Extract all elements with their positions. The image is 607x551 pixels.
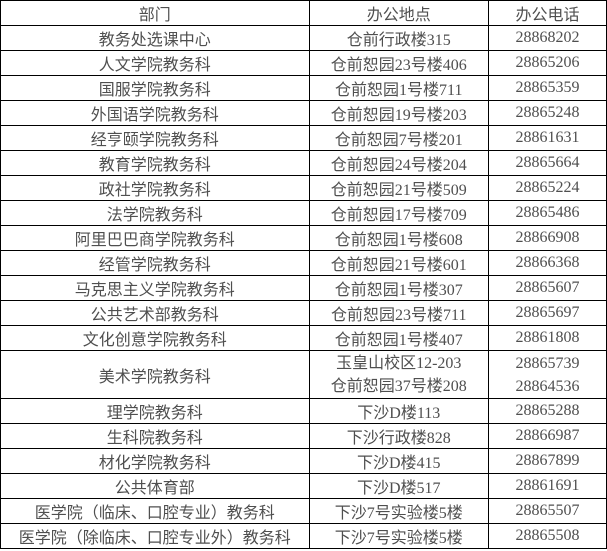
dept-cell: 文化创意学院教务科: [0, 325, 310, 351]
table-row: 外国语学院教务科 仓前恕园19号楼203 28865248: [0, 100, 607, 126]
header-phone: 办公电话: [488, 0, 607, 26]
header-location: 办公地点: [308, 0, 490, 26]
location-cell: 仓前恕园1号楼711: [308, 75, 490, 101]
dept-cell: 人文学院教务科: [0, 50, 310, 76]
location-cell: 下沙D楼113: [308, 398, 490, 424]
location-cell: 仓前恕园21号楼509: [308, 175, 490, 201]
phone-cell: 28865248: [488, 100, 607, 126]
dept-cell: 阿里巴巴商学院教务科: [0, 225, 310, 251]
table-row: 法学院教务科 仓前恕园17号楼709 28865486: [0, 200, 607, 226]
location-line: 玉皇山校区12-203: [336, 354, 462, 372]
dept-cell: 公共艺术部教务科: [0, 300, 310, 326]
dept-cell: 生科院教务科: [0, 423, 310, 449]
table-row: 马克思主义学院教务科 仓前恕园1号楼307 28865607: [0, 275, 607, 301]
dept-cell: 理学院教务科: [0, 398, 310, 424]
dept-cell: 经亨颐学院教务科: [0, 125, 310, 151]
table-row: 文化创意学院教务科 仓前恕园1号楼407 28861808: [0, 325, 607, 351]
dept-cell: 医学院（除临床、口腔专业外）教务科: [0, 523, 310, 549]
phone-cell: 28865508: [488, 523, 607, 549]
table-row: 公共体育部 下沙D楼517 28861691: [0, 473, 607, 499]
phone-cell: 28865607: [488, 275, 607, 301]
location-cell: 仓前恕园24号楼204: [308, 150, 490, 176]
dept-cell: 美术学院教务科: [0, 350, 310, 399]
location-cell: 下沙D楼517: [308, 473, 490, 499]
phone-cell: 28861631: [488, 125, 607, 151]
phone-cell: 28865359: [488, 75, 607, 101]
location-cell: 下沙7号实验楼5楼: [308, 523, 490, 549]
location-cell: 仓前恕园21号楼601: [308, 250, 490, 276]
phone-cell: 28865664: [488, 150, 607, 176]
location-cell: 玉皇山校区12-203 仓前恕园37号楼208: [308, 350, 490, 399]
dept-cell: 教育学院教务科: [0, 150, 310, 176]
dept-cell: 教务处选课中心: [0, 25, 310, 51]
dept-cell: 公共体育部: [0, 473, 310, 499]
table-row: 经管学院教务科 仓前恕园21号楼601 28866368: [0, 250, 607, 276]
dept-cell: 马克思主义学院教务科: [0, 275, 310, 301]
location-cell: 仓前恕园17号楼709: [308, 200, 490, 226]
phone-cell: 28865224: [488, 175, 607, 201]
location-cell: 仓前恕园7号楼201: [308, 125, 490, 151]
dept-cell: 材化学院教务科: [0, 448, 310, 474]
phone-cell: 28867899: [488, 448, 607, 474]
table-row: 医学院（临床、口腔专业）教务科 下沙7号实验楼5楼 28865507: [0, 498, 607, 524]
header-row: 部门 办公地点 办公电话: [0, 0, 607, 26]
location-cell: 下沙7号实验楼5楼: [308, 498, 490, 524]
table-row: 理学院教务科 下沙D楼113 28865288: [0, 398, 607, 424]
phone-cell: 28866908: [488, 225, 607, 251]
phone-cell: 28865486: [488, 200, 607, 226]
table-row: 经亨颐学院教务科 仓前恕园7号楼201 28861631: [0, 125, 607, 151]
phone-cell: 28865206: [488, 50, 607, 76]
location-cell: 仓前恕园23号楼406: [308, 50, 490, 76]
header-department: 部门: [0, 0, 310, 26]
phone-cell: 28861691: [488, 473, 607, 499]
table-row: 国服学院教务科 仓前恕园1号楼711 28865359: [0, 75, 607, 101]
dept-cell: 法学院教务科: [0, 200, 310, 226]
dept-cell: 外国语学院教务科: [0, 100, 310, 126]
phone-cell: 28868202: [488, 25, 607, 51]
phone-cell: 28865739 28864536: [488, 350, 607, 399]
table-row: 医学院（除临床、口腔专业外）教务科 下沙7号实验楼5楼 28865508: [0, 523, 607, 549]
dept-cell: 经管学院教务科: [0, 250, 310, 276]
phone-cell: 28865288: [488, 398, 607, 424]
location-cell: 仓前行政楼315: [308, 25, 490, 51]
phone-line: 28864536: [515, 377, 580, 395]
table-row: 人文学院教务科 仓前恕园23号楼406 28865206: [0, 50, 607, 76]
table-row: 美术学院教务科 玉皇山校区12-203 仓前恕园37号楼208 28865739…: [0, 350, 607, 399]
table-row: 材化学院教务科 下沙D楼415 28867899: [0, 448, 607, 474]
table-row: 生科院教务科 下沙行政楼828 28866987: [0, 423, 607, 449]
phone-cell: 28865697: [488, 300, 607, 326]
location-line: 仓前恕园37号楼208: [330, 377, 467, 395]
location-cell: 仓前恕园1号楼407: [308, 325, 490, 351]
table-row: 公共艺术部教务科 仓前恕园23号楼711 28865697: [0, 300, 607, 326]
location-cell: 下沙D楼415: [308, 448, 490, 474]
location-cell: 下沙行政楼828: [308, 423, 490, 449]
phone-cell: 28861808: [488, 325, 607, 351]
table-row: 阿里巴巴商学院教务科 仓前恕园1号楼608 28866908: [0, 225, 607, 251]
location-cell: 仓前恕园1号楼608: [308, 225, 490, 251]
phone-cell: 28865507: [488, 498, 607, 524]
location-cell: 仓前恕园19号楼203: [308, 100, 490, 126]
table-row: 教务处选课中心 仓前行政楼315 28868202: [0, 25, 607, 51]
phone-line: 28865739: [515, 354, 580, 372]
dept-cell: 政社学院教务科: [0, 175, 310, 201]
location-cell: 仓前恕园1号楼307: [308, 275, 490, 301]
table-row: 政社学院教务科 仓前恕园21号楼509 28865224: [0, 175, 607, 201]
dept-cell: 医学院（临床、口腔专业）教务科: [0, 498, 310, 524]
dept-cell: 国服学院教务科: [0, 75, 310, 101]
phone-cell: 28866987: [488, 423, 607, 449]
phone-cell: 28866368: [488, 250, 607, 276]
table-row: 教育学院教务科 仓前恕园24号楼204 28865664: [0, 150, 607, 176]
location-cell: 仓前恕园23号楼711: [308, 300, 490, 326]
